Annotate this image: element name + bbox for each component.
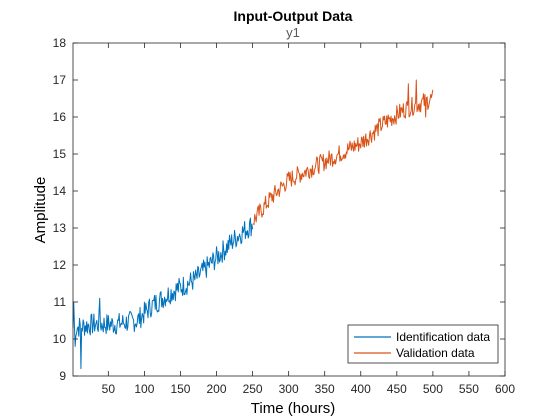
y-tick-label: 11 (54, 295, 67, 309)
y-tick-label: 15 (53, 147, 67, 161)
legend: Identification data Validation data (347, 324, 499, 364)
x-tick-label: 100 (134, 382, 154, 396)
chart-subtitle: y1 (286, 25, 300, 40)
series-line-identification (72, 217, 254, 370)
legend-box (347, 324, 499, 364)
y-tick-label: 13 (53, 221, 67, 235)
legend-label-identification: Identification data (396, 330, 490, 344)
x-tick-label: 150 (170, 382, 190, 396)
chart-title: Input-Output Data (234, 8, 353, 24)
x-axis-label: Time (hours) (251, 400, 335, 417)
y-tick-label: 18 (53, 36, 67, 50)
axis-ticks: 50 100 150 200 250 300 350 400 450 500 550 600 9 10 11… (53, 36, 516, 396)
legend-label-validation: Validation data (396, 346, 475, 360)
series-line-validation (252, 79, 434, 226)
x-tick-label: 200 (207, 382, 227, 396)
y-tick-label: 10 (53, 332, 67, 346)
x-tick-label: 450 (387, 382, 407, 396)
y-tick-label: 14 (53, 184, 67, 198)
x-tick-label: 600 (495, 382, 515, 396)
x-tick-label: 500 (423, 382, 443, 396)
x-tick-label: 250 (243, 382, 263, 396)
x-tick-label: 50 (102, 382, 116, 396)
x-tick-label: 300 (279, 382, 299, 396)
plot-area (72, 79, 434, 370)
y-tick-label: 16 (53, 110, 67, 124)
y-tick-label: 9 (59, 369, 66, 383)
y-tick-label: 12 (53, 258, 67, 272)
y-tick-label: 17 (53, 73, 67, 87)
y-axis-label: Amplitude (32, 177, 49, 244)
x-tick-label: 350 (315, 382, 335, 396)
x-tick-label: 550 (459, 382, 479, 396)
x-tick-label: 400 (351, 382, 371, 396)
